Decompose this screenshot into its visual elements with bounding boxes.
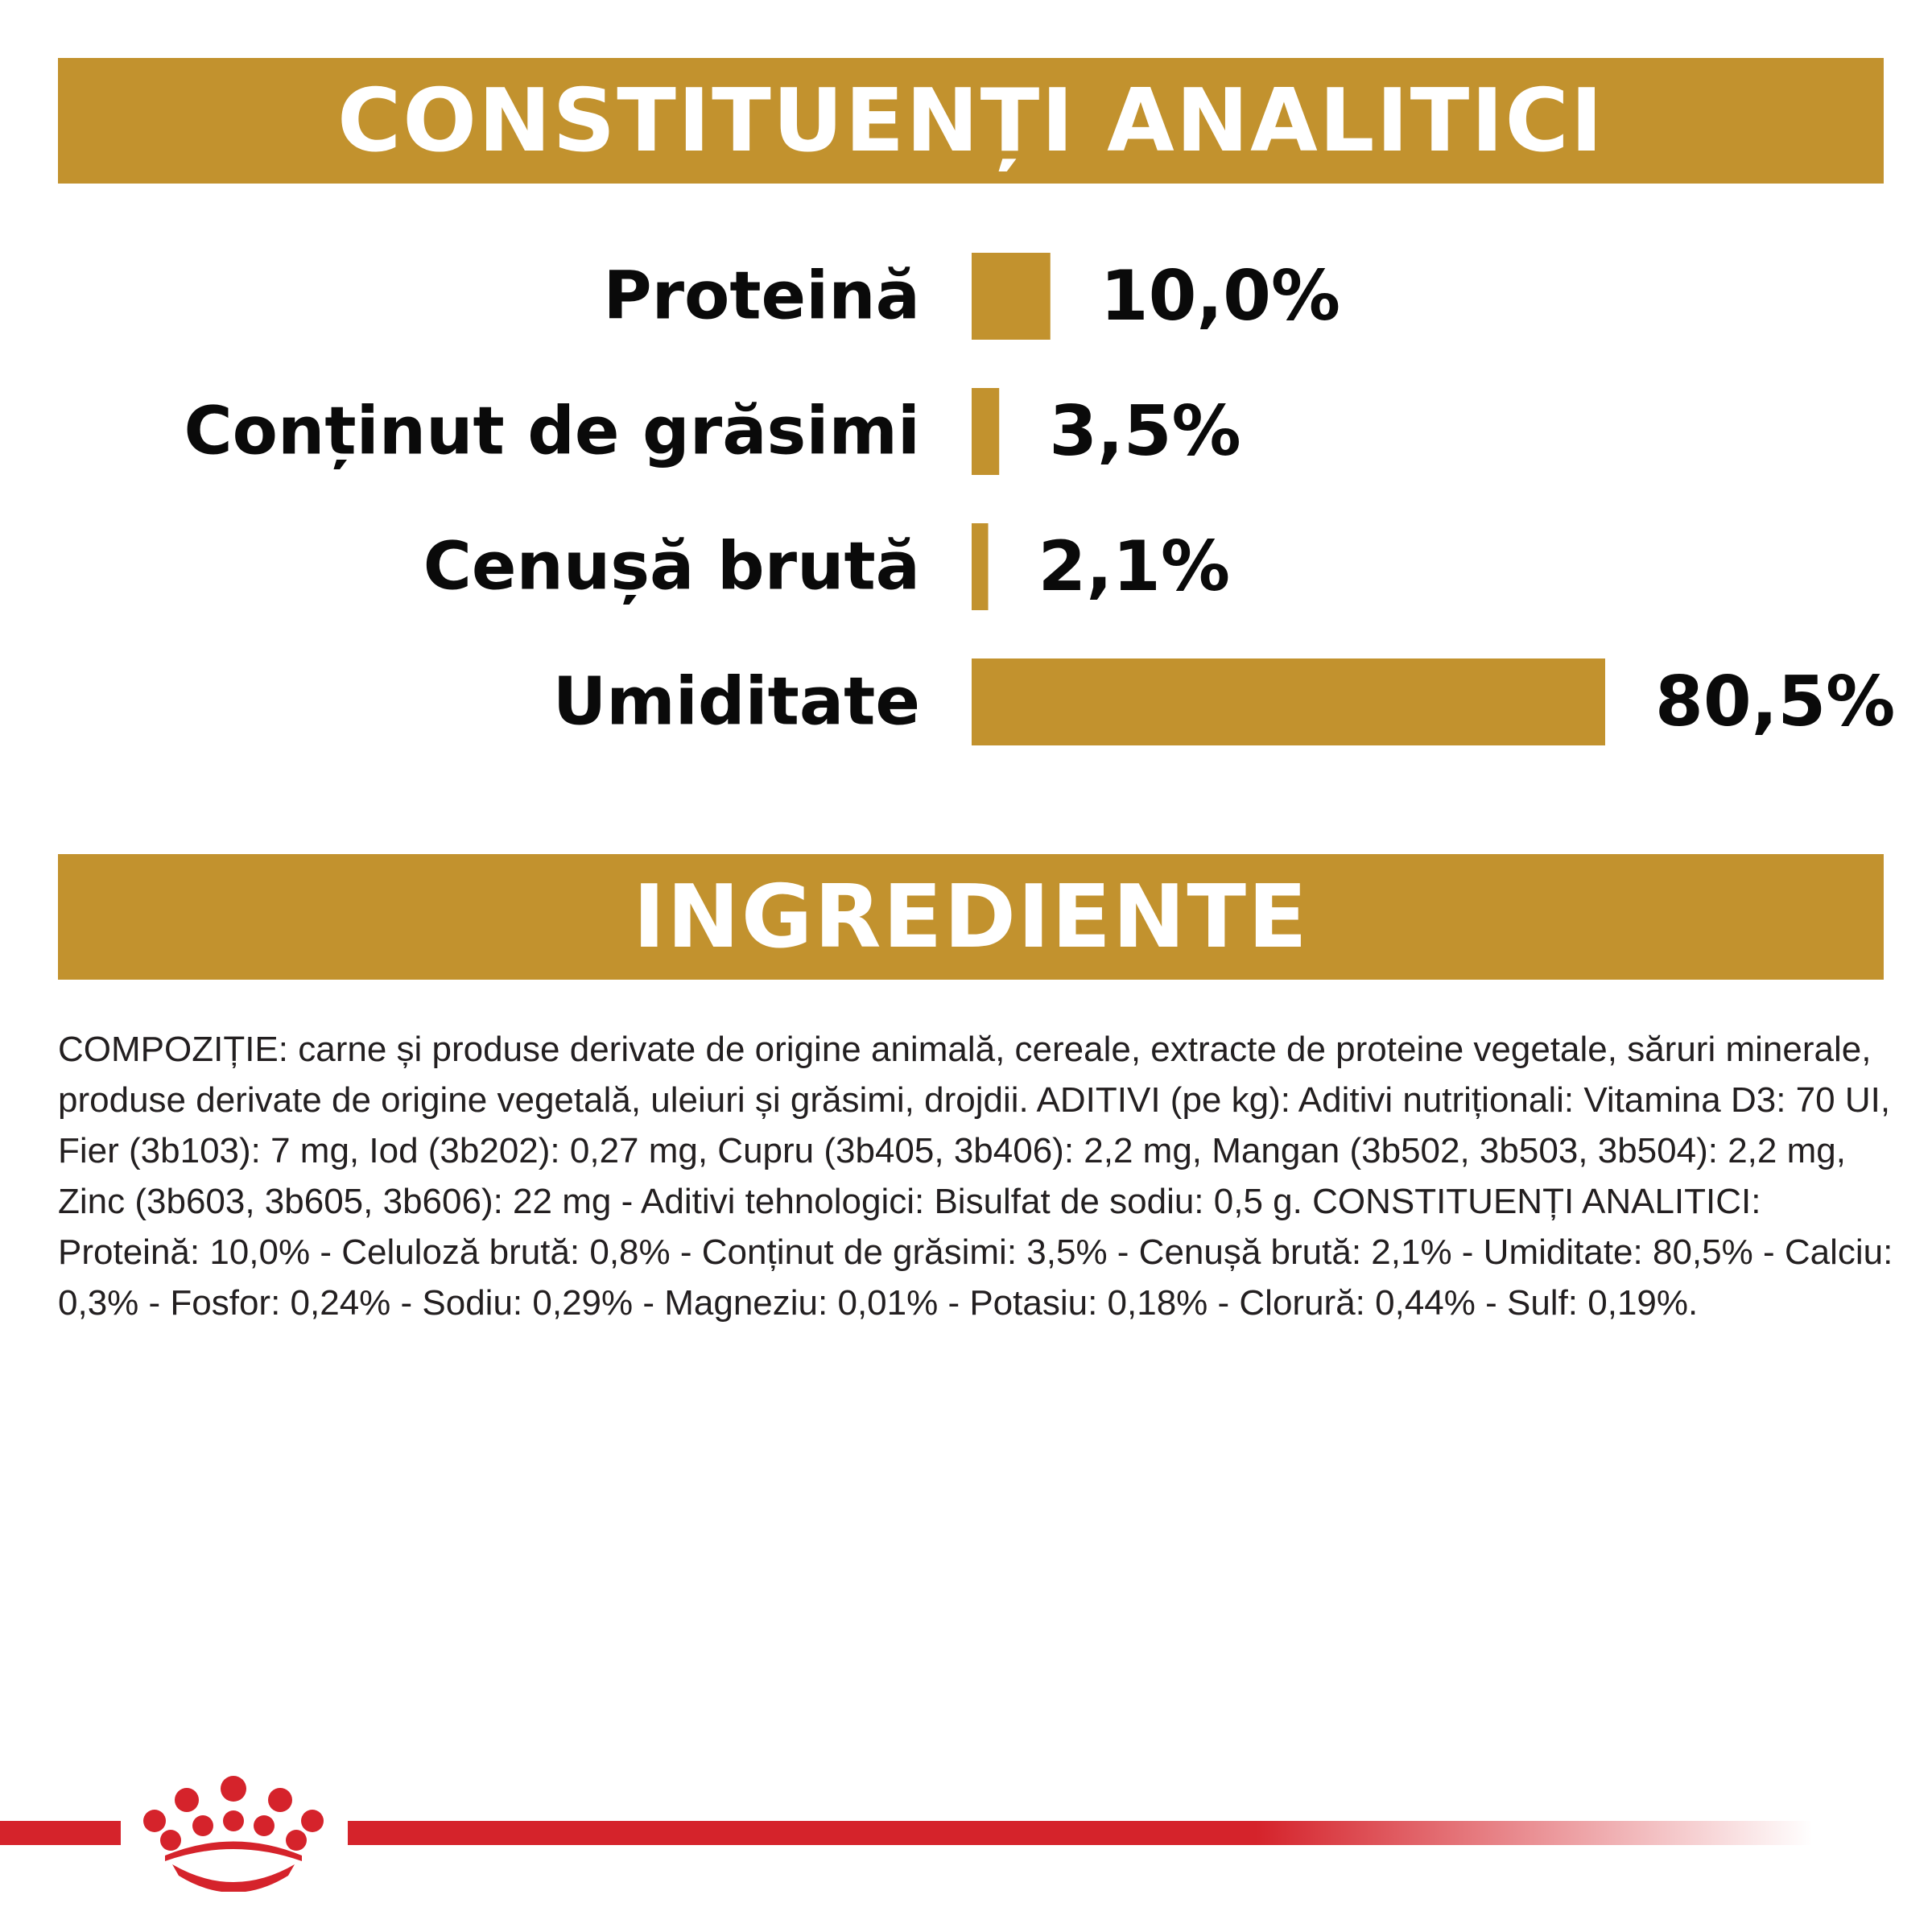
- brand-line-right: [348, 1821, 1813, 1845]
- ingredients-header-label: INGREDIENTE: [633, 866, 1309, 968]
- value-label: 10,0%: [1100, 256, 1340, 336]
- analytics-bar-chart: Proteină 10,0% Conținut de grăsimi 3,5% Cenu…: [184, 253, 1895, 745]
- bar: [972, 253, 1051, 340]
- category-label: Umiditate: [553, 664, 920, 741]
- bar: [972, 388, 1000, 475]
- bar: [972, 523, 989, 610]
- category-label: Conținut de grăsimi: [184, 394, 921, 470]
- value-label: 3,5%: [1049, 391, 1241, 472]
- brand-footer: [0, 1776, 1813, 1892]
- ingredients-text: COMPOZIȚIE: carne și produse derivate de…: [58, 1030, 1893, 1323]
- bar: [972, 658, 1605, 745]
- value-label: 80,5%: [1655, 662, 1895, 742]
- category-label: Cenușă brută: [423, 529, 920, 605]
- category-label: Proteină: [603, 258, 920, 335]
- royal-canin-crown-icon: [143, 1776, 324, 1892]
- analytics-header-label: CONSTITUENȚI ANALITICI: [337, 70, 1604, 171]
- value-label: 2,1%: [1038, 526, 1231, 607]
- ingredients-header: INGREDIENTE: [58, 854, 1884, 980]
- analytics-header: CONSTITUENȚI ANALITICI: [58, 58, 1884, 184]
- brand-line-left: [0, 1821, 121, 1845]
